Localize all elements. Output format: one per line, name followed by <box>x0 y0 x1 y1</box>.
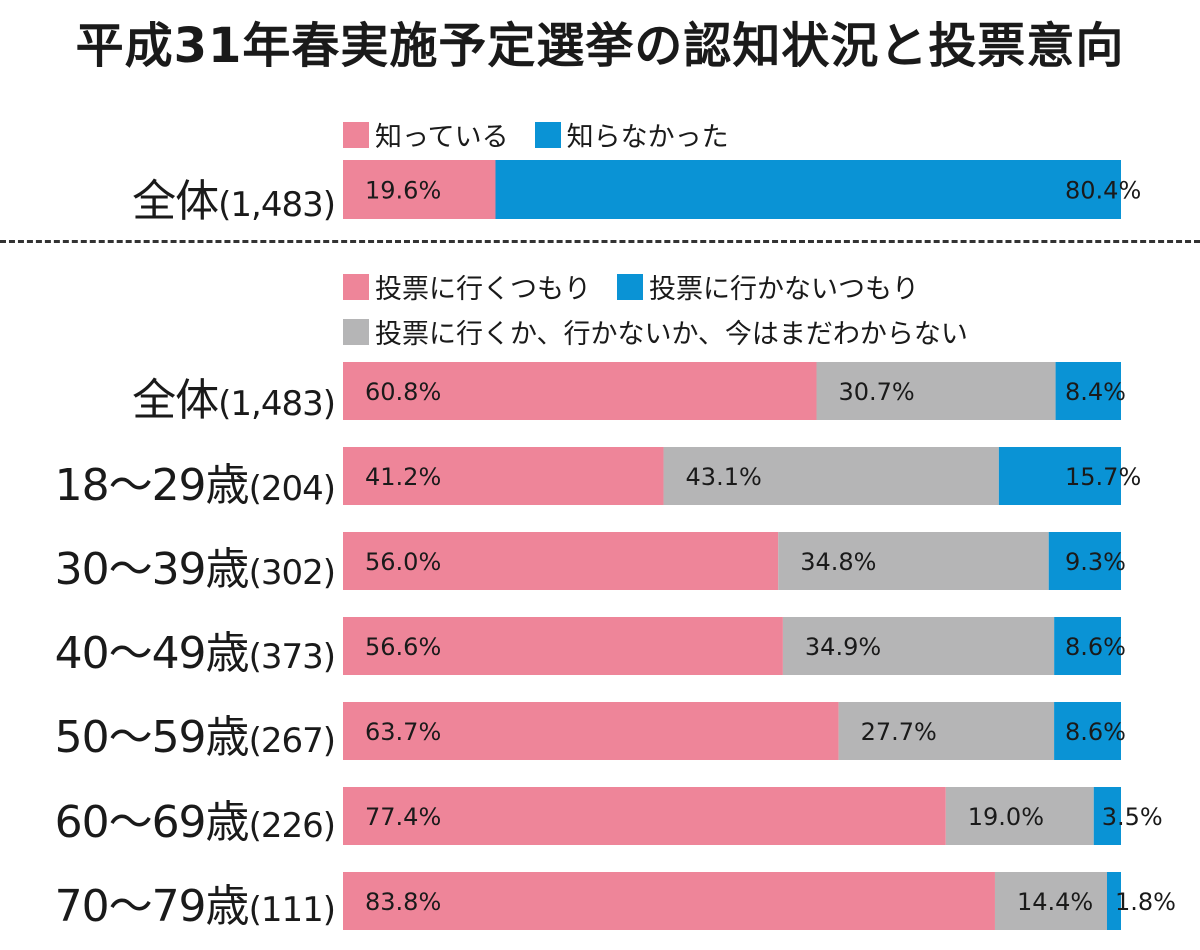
legend-item-unknown: 知らなかった <box>534 115 729 154</box>
row-name: 70〜79歳 <box>54 881 250 932</box>
bar-value-label: 8.4% <box>1065 378 1126 406</box>
bar-value-label: 56.0% <box>365 548 441 576</box>
row-label-30-39: 30〜39歳(302) <box>0 533 336 597</box>
row-count: (302) <box>248 553 336 593</box>
legend-label-known: 知っている <box>375 122 509 153</box>
row-label-50-59: 50〜59歳(267) <box>0 701 336 765</box>
legend-swatch-pink <box>343 121 369 148</box>
bar-segment-undecided <box>782 617 1055 675</box>
row-label-40-49: 40〜49歳(373) <box>0 617 336 681</box>
chart-title: 平成31年春実施予定選挙の認知状況と投票意向 <box>75 18 1125 74</box>
bar-value-label: 83.8% <box>365 888 441 916</box>
bar-segment-will-not-vote <box>1054 617 1121 675</box>
row-name: 全体 <box>132 176 219 227</box>
legend-item-undecided: 投票に行くか、行かないか、今はまだわからない <box>343 312 968 351</box>
bar-value-label: 80.4% <box>1065 177 1141 205</box>
bar-segment-undecided <box>945 787 1094 845</box>
section-divider <box>0 240 1200 243</box>
bar-value-label: 14.4% <box>1017 888 1093 916</box>
legend-intention-row2: 投票に行くか、行かないか、今はまだわからない <box>343 312 994 351</box>
bar-segment-undecided <box>663 447 999 505</box>
row-label-70-79: 70〜79歳(111) <box>0 870 336 934</box>
bar-segment-will-vote <box>343 447 664 505</box>
row-name: 18〜29歳 <box>54 460 250 511</box>
bar-value-label: 30.7% <box>838 378 914 406</box>
row-name: 全体 <box>132 375 219 426</box>
legend-item-will-vote: 投票に行くつもり <box>343 267 591 306</box>
bar-segment-undecided <box>994 872 1107 930</box>
row-name: 30〜39歳 <box>54 544 250 595</box>
legend-awareness: 知っている 知らなかった <box>343 115 755 154</box>
bar-segment-undecided <box>778 532 1049 590</box>
legend-label-unknown: 知らなかった <box>566 122 729 153</box>
bar-value-label: 27.7% <box>861 718 937 746</box>
legend-swatch-gray <box>343 318 369 345</box>
bar-segment-will-not-vote <box>998 447 1121 505</box>
row-count: (111) <box>248 890 336 930</box>
bar-segment-will-vote <box>343 787 946 845</box>
bar-value-label: 34.9% <box>805 633 881 661</box>
bar-value-label: 15.7% <box>1065 463 1141 491</box>
bar-segment-undecided <box>838 702 1055 760</box>
bar-segment-will-not-vote <box>1055 362 1121 420</box>
bar-segment-will-vote <box>343 702 839 760</box>
bar-value-label: 8.6% <box>1065 718 1126 746</box>
legend-swatch-pink <box>343 273 369 300</box>
bar-segment-will-not-vote <box>1093 787 1121 845</box>
row-count: (1,483) <box>218 384 336 424</box>
legend-item-will-not-vote: 投票に行かないつもり <box>617 267 919 306</box>
row-name: 50〜59歳 <box>54 712 250 763</box>
legend-intention-row1: 投票に行くつもり 投票に行かないつもり <box>343 267 945 306</box>
bar-segment-will-vote <box>343 872 995 930</box>
bar-segment-undecided <box>816 362 1056 420</box>
bar-value-label: 19.0% <box>968 803 1044 831</box>
bar-segment-will-vote <box>343 532 779 590</box>
bar-segment-will-vote <box>343 617 783 675</box>
bar-value-label: 63.7% <box>365 718 441 746</box>
bar-value-label: 8.6% <box>1065 633 1126 661</box>
bar-value-label: 56.6% <box>365 633 441 661</box>
bar-value-label: 1.8% <box>1115 888 1176 916</box>
legend-item-known: 知っている <box>343 115 509 154</box>
row-count: (1,483) <box>218 185 336 225</box>
bar-value-label: 34.8% <box>800 548 876 576</box>
bar-segment-will-not-vote <box>1048 532 1121 590</box>
bar-segment-will-vote <box>343 362 817 420</box>
row-name: 40〜49歳 <box>54 628 250 679</box>
row-name: 60〜69歳 <box>54 797 250 848</box>
legend-swatch-blue <box>617 273 643 300</box>
bar-value-label: 19.6% <box>365 177 441 205</box>
bar-value-label: 41.2% <box>365 463 441 491</box>
legend-label-will-not-vote: 投票に行かないつもり <box>649 274 919 305</box>
row-count: (373) <box>248 637 336 677</box>
legend-swatch-blue <box>534 121 561 148</box>
row-label-18-29: 18〜29歳(204) <box>0 449 336 513</box>
row-label-total: 全体(1,483) <box>0 364 336 428</box>
row-count: (204) <box>248 469 336 509</box>
row-label-awareness-total: 全体(1,483) <box>0 165 336 229</box>
row-count: (226) <box>248 806 336 846</box>
row-count: (267) <box>248 721 336 761</box>
legend-label-undecided: 投票に行くか、行かないか、今はまだわからない <box>375 319 968 350</box>
bar-segment-unknown <box>495 160 1121 219</box>
bar-value-label: 9.3% <box>1065 548 1126 576</box>
row-label-60-69: 60〜69歳(226) <box>0 786 336 850</box>
bar-segment-will-not-vote <box>1054 702 1121 760</box>
bar-value-label: 60.8% <box>365 378 441 406</box>
bar-segment-known <box>343 160 496 219</box>
bar-value-label: 77.4% <box>365 803 441 831</box>
legend-label-will-vote: 投票に行くつもり <box>375 274 591 305</box>
bar-value-label: 43.1% <box>686 463 762 491</box>
bar-value-label: 3.5% <box>1102 803 1163 831</box>
bar-segment-will-not-vote <box>1106 872 1121 930</box>
